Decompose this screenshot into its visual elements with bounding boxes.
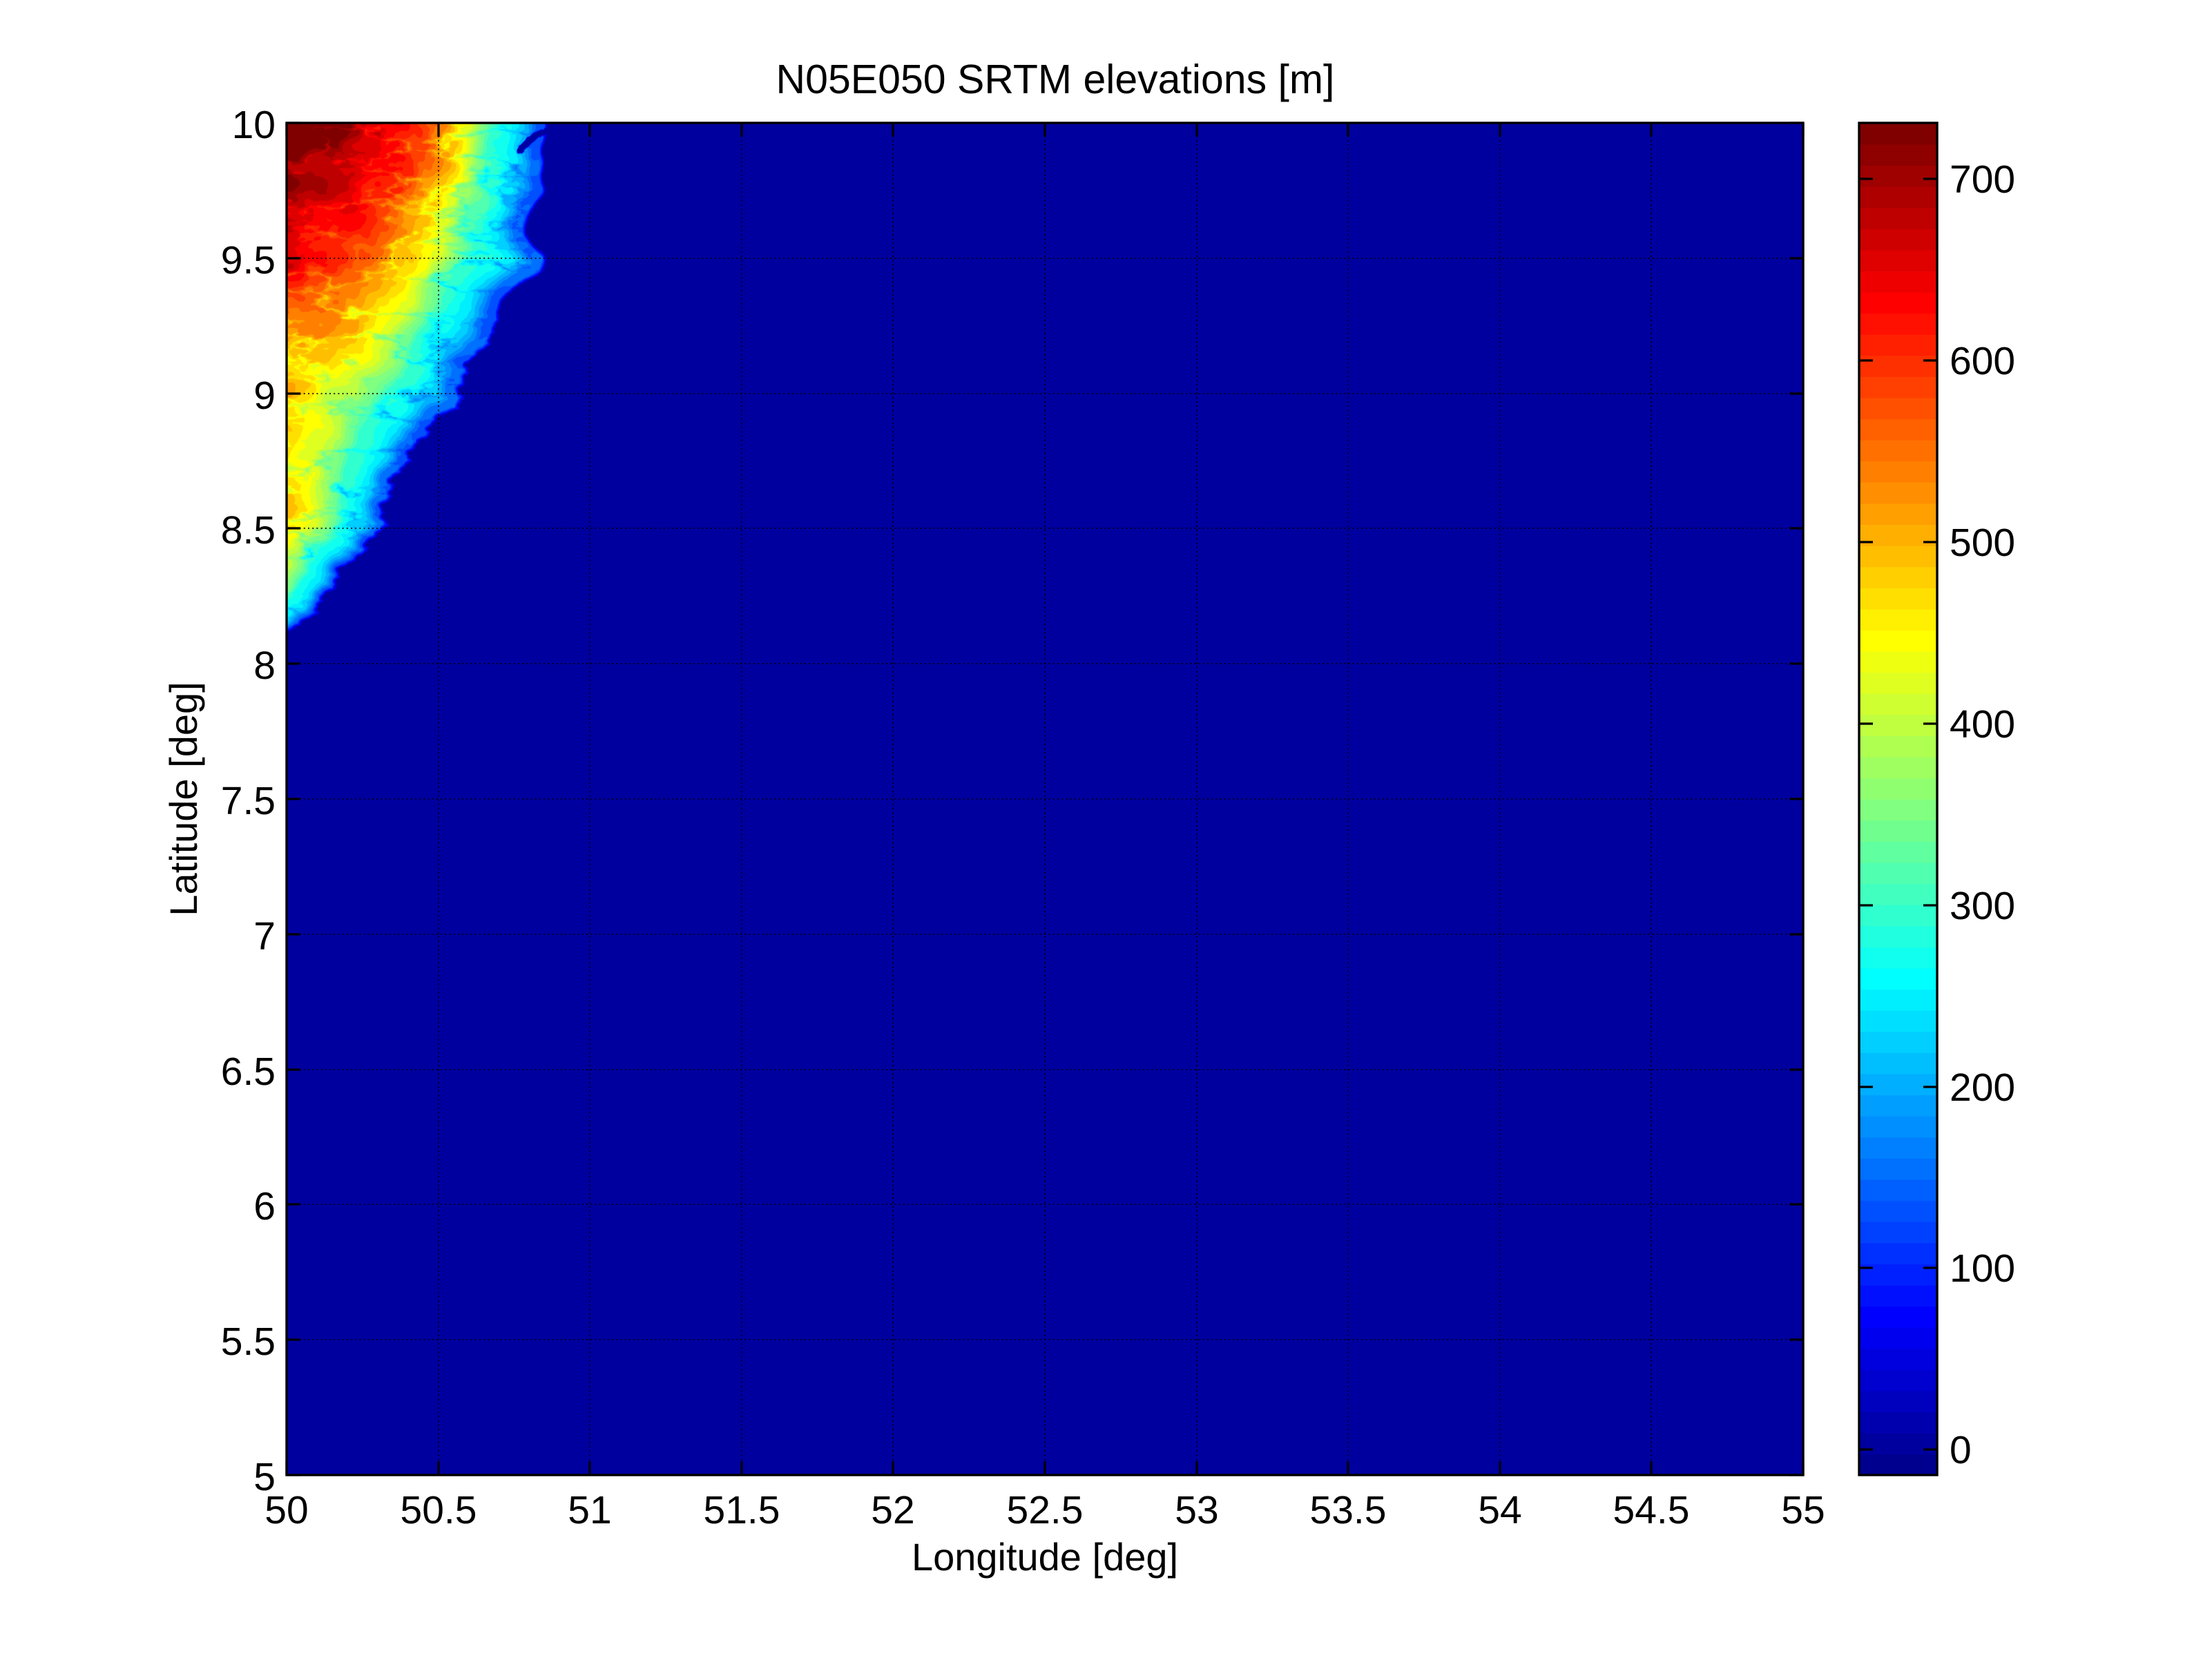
svg-text:51.5: 51.5: [704, 1488, 780, 1532]
svg-text:9.5: 9.5: [221, 238, 276, 282]
svg-text:10: 10: [232, 103, 276, 147]
svg-text:50: 50: [265, 1488, 308, 1532]
svg-text:400: 400: [1950, 702, 2015, 746]
svg-text:600: 600: [1950, 339, 2015, 383]
svg-text:53: 53: [1175, 1488, 1218, 1532]
svg-text:6.5: 6.5: [221, 1050, 276, 1094]
svg-text:7: 7: [253, 914, 276, 958]
svg-text:8.5: 8.5: [221, 508, 276, 552]
svg-text:200: 200: [1950, 1066, 2015, 1110]
svg-text:100: 100: [1950, 1246, 2015, 1291]
svg-text:51: 51: [568, 1488, 611, 1532]
svg-text:700: 700: [1950, 157, 2015, 202]
svg-text:52: 52: [871, 1488, 914, 1532]
svg-text:53.5: 53.5: [1310, 1488, 1387, 1532]
svg-text:0: 0: [1950, 1428, 1972, 1472]
svg-text:N05E050 SRTM elevations [m]: N05E050 SRTM elevations [m]: [776, 57, 1335, 102]
svg-text:8: 8: [253, 644, 276, 688]
svg-text:54: 54: [1478, 1488, 1521, 1532]
svg-text:5: 5: [253, 1455, 276, 1499]
svg-text:54.5: 54.5: [1613, 1488, 1690, 1532]
svg-text:6: 6: [253, 1184, 276, 1228]
svg-text:5.5: 5.5: [221, 1320, 276, 1364]
svg-text:7.5: 7.5: [221, 779, 276, 823]
svg-text:300: 300: [1950, 884, 2015, 928]
svg-text:Longitude [deg]: Longitude [deg]: [912, 1535, 1178, 1579]
svg-text:52.5: 52.5: [1007, 1488, 1084, 1532]
svg-text:Latitude [deg]: Latitude [deg]: [162, 682, 205, 916]
svg-text:55: 55: [1781, 1488, 1825, 1532]
svg-text:500: 500: [1950, 521, 2015, 565]
svg-text:50.5: 50.5: [401, 1488, 477, 1532]
svg-text:9: 9: [253, 374, 276, 418]
